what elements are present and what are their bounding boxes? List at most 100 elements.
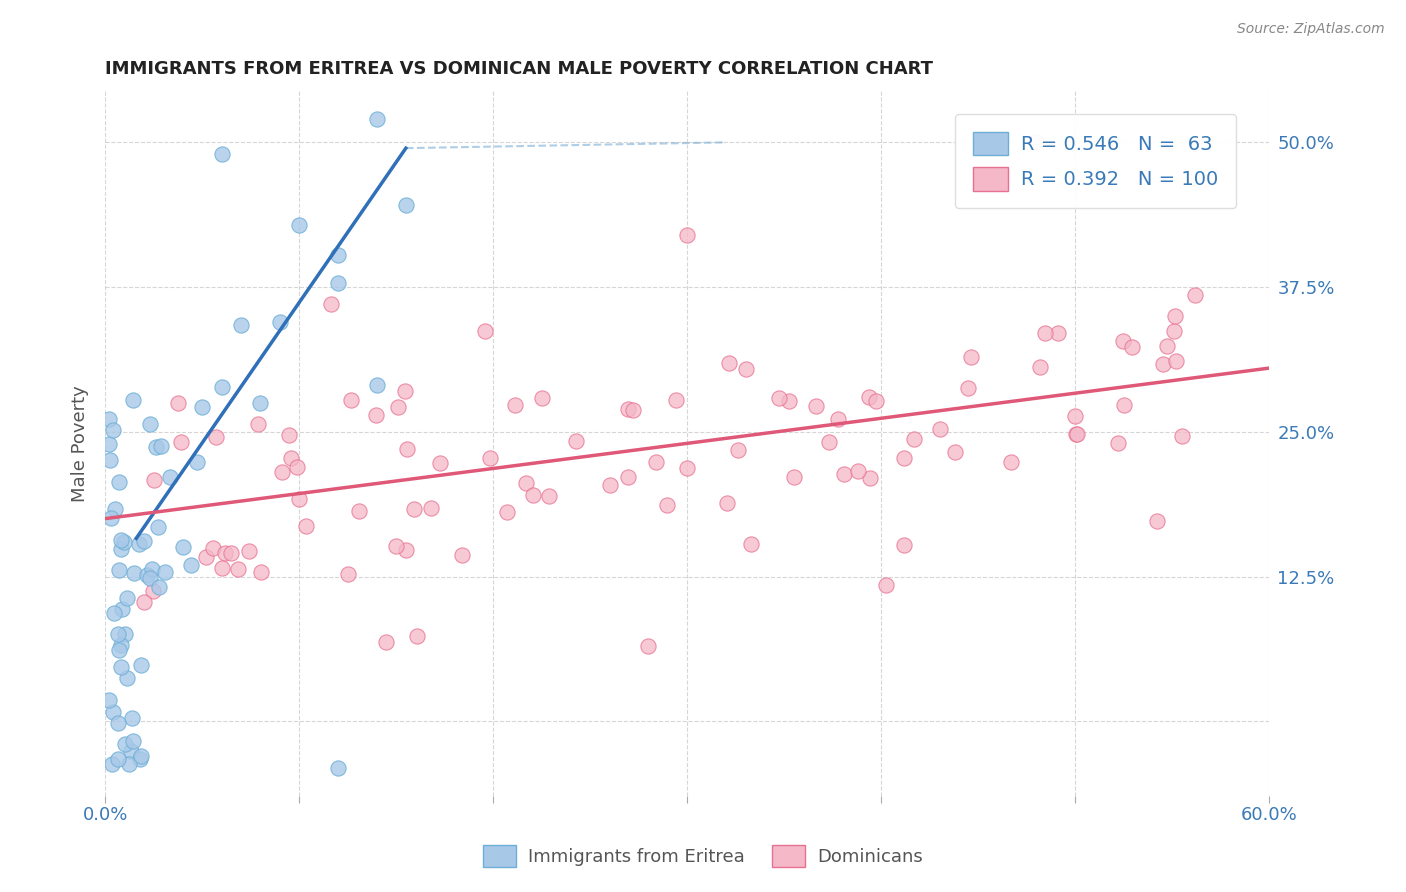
- Point: [269, 315, 291, 329]
- Point: [778, 394, 800, 409]
- Point: [676, 460, 699, 475]
- Text: 60.0%: 60.0%: [1240, 805, 1298, 823]
- Point: [716, 496, 738, 510]
- Point: [103, 606, 125, 620]
- Point: [893, 538, 915, 552]
- Point: [387, 401, 409, 415]
- Point: [278, 428, 301, 442]
- Point: [122, 734, 145, 748]
- Point: [295, 519, 318, 533]
- Point: [288, 218, 311, 232]
- Point: [366, 408, 388, 422]
- Point: [107, 563, 129, 577]
- Point: [1121, 340, 1143, 354]
- Point: [136, 567, 159, 582]
- Point: [960, 350, 983, 364]
- Point: [616, 402, 638, 417]
- Point: [221, 546, 243, 560]
- Point: [285, 459, 308, 474]
- Point: [1066, 426, 1088, 441]
- Point: [101, 705, 124, 719]
- Point: [1029, 359, 1052, 374]
- Point: [929, 422, 952, 436]
- Point: [98, 693, 121, 707]
- Point: [145, 440, 167, 454]
- Point: [537, 489, 560, 503]
- Point: [374, 635, 396, 649]
- Point: [865, 393, 887, 408]
- Point: [645, 455, 668, 469]
- Point: [858, 471, 880, 485]
- Point: [515, 476, 537, 491]
- Point: [676, 227, 699, 242]
- Point: [129, 657, 152, 672]
- Point: [114, 626, 136, 640]
- Point: [118, 756, 141, 771]
- Point: [394, 384, 416, 399]
- Point: [768, 391, 790, 405]
- Point: [98, 452, 121, 467]
- Point: [783, 469, 806, 483]
- Point: [120, 744, 142, 758]
- Point: [727, 442, 749, 457]
- Y-axis label: Male Poverty: Male Poverty: [72, 385, 89, 501]
- Point: [101, 423, 124, 437]
- Point: [110, 660, 132, 674]
- Point: [1184, 288, 1206, 302]
- Point: [734, 362, 756, 376]
- Point: [129, 749, 152, 764]
- Point: [385, 539, 408, 553]
- Point: [817, 434, 839, 449]
- Point: [148, 520, 170, 534]
- Point: [402, 502, 425, 516]
- Point: [107, 752, 129, 766]
- Point: [1000, 455, 1022, 469]
- Point: [395, 198, 418, 212]
- Point: [226, 562, 249, 576]
- Point: [129, 752, 152, 766]
- Point: [280, 451, 302, 466]
- Point: [326, 760, 349, 774]
- Point: [1107, 436, 1129, 450]
- Point: [321, 296, 343, 310]
- Point: [122, 566, 145, 581]
- Point: [214, 546, 236, 560]
- Point: [621, 402, 644, 417]
- Legend: Immigrants from Eritrea, Dominicans: Immigrants from Eritrea, Dominicans: [474, 836, 932, 876]
- Point: [195, 550, 218, 565]
- Point: [717, 356, 740, 370]
- Text: Source: ZipAtlas.com: Source: ZipAtlas.com: [1237, 22, 1385, 37]
- Point: [107, 715, 129, 730]
- Point: [104, 502, 127, 516]
- Point: [110, 541, 132, 556]
- Point: [143, 473, 166, 487]
- Point: [249, 396, 271, 410]
- Text: IMMIGRANTS FROM ERITREA VS DOMINICAN MALE POVERTY CORRELATION CHART: IMMIGRANTS FROM ERITREA VS DOMINICAN MAL…: [105, 60, 934, 78]
- Point: [1164, 309, 1187, 323]
- Point: [530, 391, 553, 405]
- Point: [98, 412, 121, 426]
- Point: [474, 324, 496, 338]
- Text: 0.0%: 0.0%: [83, 805, 128, 823]
- Point: [141, 562, 163, 576]
- Point: [238, 544, 260, 558]
- Point: [1146, 514, 1168, 528]
- Point: [246, 417, 269, 431]
- Point: [115, 591, 138, 605]
- Point: [893, 450, 915, 465]
- Point: [186, 455, 208, 469]
- Point: [108, 643, 131, 657]
- Point: [1064, 427, 1087, 442]
- Point: [637, 639, 659, 653]
- Point: [270, 466, 292, 480]
- Point: [616, 470, 638, 484]
- Point: [150, 439, 173, 453]
- Point: [496, 505, 519, 519]
- Point: [875, 578, 897, 592]
- Point: [956, 381, 979, 395]
- Point: [132, 594, 155, 608]
- Point: [1164, 353, 1187, 368]
- Point: [903, 432, 925, 446]
- Point: [366, 112, 388, 127]
- Point: [420, 501, 443, 516]
